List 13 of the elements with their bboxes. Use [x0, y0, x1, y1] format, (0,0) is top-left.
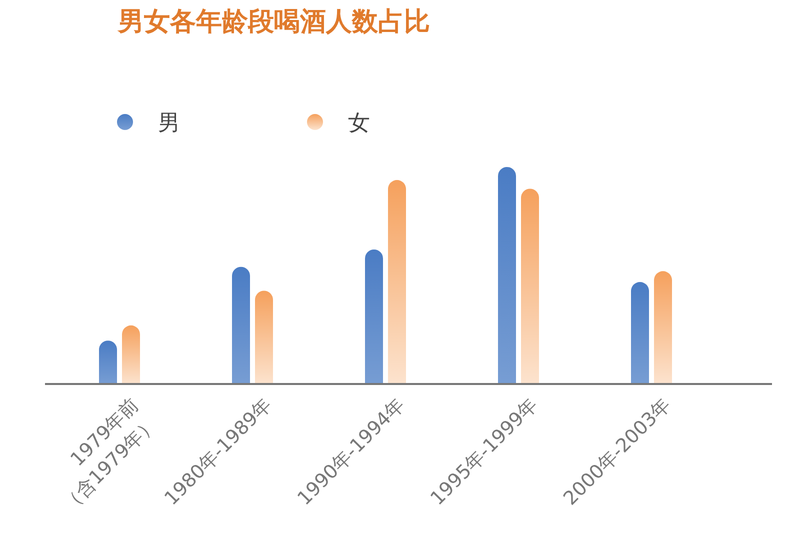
bar — [498, 167, 516, 384]
legend-label: 男 — [158, 111, 180, 136]
chart-title: 男女各年龄段喝酒人数占比 — [117, 7, 430, 37]
bar — [99, 340, 117, 384]
bar — [388, 180, 406, 384]
bar — [654, 271, 672, 384]
bar — [122, 325, 140, 384]
bar — [365, 249, 383, 384]
bar — [631, 282, 649, 384]
bar — [521, 188, 539, 384]
bar — [255, 290, 273, 384]
legend-label: 女 — [348, 111, 370, 136]
bar — [232, 266, 250, 384]
